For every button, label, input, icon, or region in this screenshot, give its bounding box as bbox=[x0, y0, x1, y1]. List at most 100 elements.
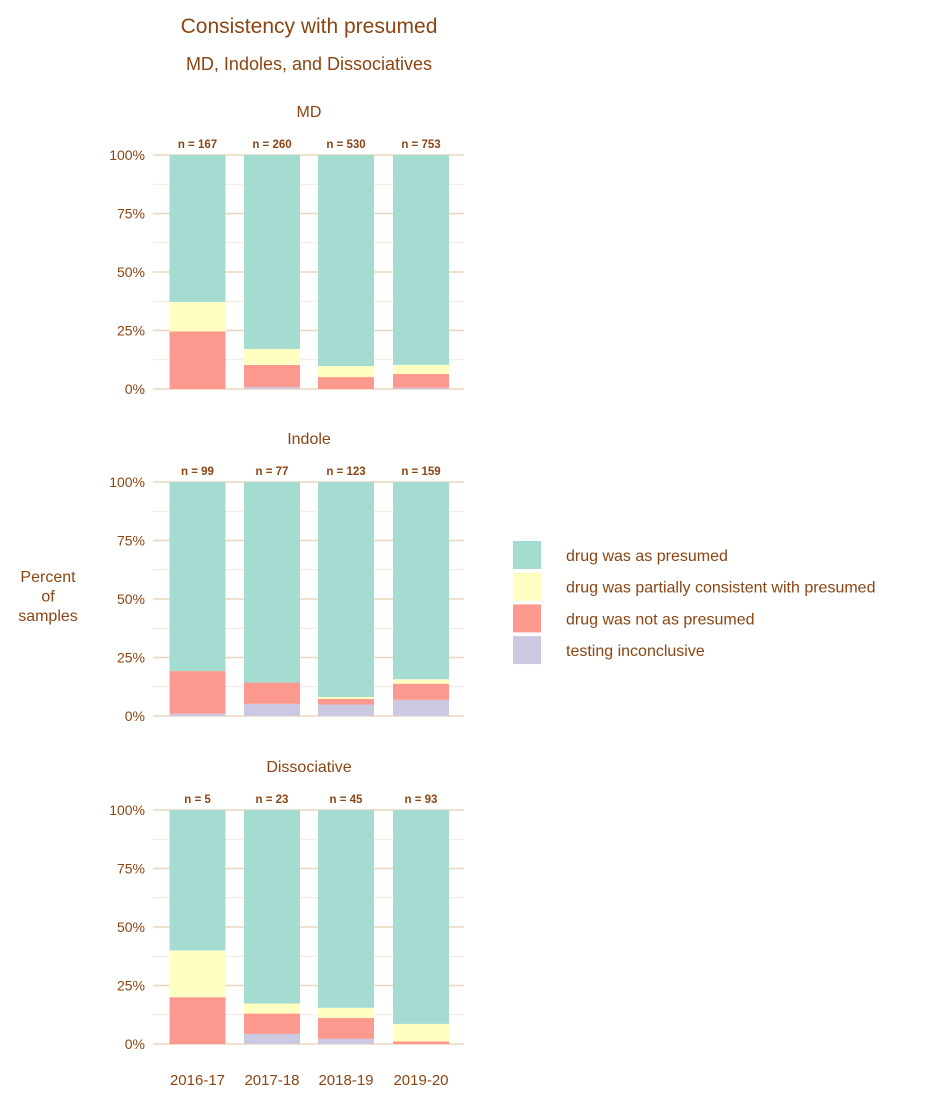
n-label: n = 159 bbox=[401, 466, 440, 478]
legend-swatch bbox=[513, 636, 541, 665]
bar-segment-not bbox=[244, 1013, 300, 1034]
bar-segment-partial bbox=[393, 679, 449, 684]
y-tick-label: 75% bbox=[117, 533, 145, 549]
x-tick-label: 2017-18 bbox=[244, 1072, 299, 1089]
bar-segment-not bbox=[244, 364, 300, 388]
bar-segment-not bbox=[169, 331, 226, 389]
panel-indole: Indole 0% 25% 50% 75% 100% n = 99 n = 77 n = 123… bbox=[109, 431, 464, 724]
bar-segment-not bbox=[244, 682, 300, 704]
bar-segment-partial bbox=[244, 348, 300, 365]
bar-segment-presumed bbox=[169, 810, 226, 951]
bar-segment-presumed bbox=[393, 810, 449, 1024]
bar-segment-inconclusive bbox=[244, 1033, 300, 1044]
n-label: n = 93 bbox=[405, 794, 438, 806]
n-label: n = 99 bbox=[181, 466, 214, 478]
y-tick-label: 100% bbox=[109, 802, 145, 818]
n-label: n = 753 bbox=[401, 139, 440, 151]
y-tick-label: 75% bbox=[117, 861, 145, 877]
y-tick-label: 0% bbox=[125, 1036, 145, 1052]
bar-segment-partial bbox=[169, 301, 226, 332]
n-label: n = 5 bbox=[184, 794, 211, 806]
bar-segment-not bbox=[393, 374, 449, 388]
chart-subtitle: MD, Indoles, and Dissociatives bbox=[186, 54, 432, 74]
legend-label: drug was not as presumed bbox=[566, 611, 755, 628]
y-axis-label-line: of bbox=[41, 589, 55, 606]
bar-segment-not bbox=[169, 671, 226, 714]
y-tick-label: 75% bbox=[117, 206, 145, 222]
n-label: n = 23 bbox=[256, 794, 289, 806]
bar-segment-not bbox=[318, 1018, 374, 1039]
bar-segment-inconclusive bbox=[318, 1038, 374, 1044]
y-tick-label: 50% bbox=[117, 264, 145, 280]
n-label: n = 45 bbox=[330, 794, 364, 806]
y-tick-label: 0% bbox=[125, 381, 145, 397]
bar-segment-presumed bbox=[393, 155, 449, 365]
n-label: n = 167 bbox=[178, 139, 217, 151]
panel-title: Dissociative bbox=[266, 759, 351, 776]
y-tick-label: 25% bbox=[117, 978, 145, 994]
bar-segment-presumed bbox=[318, 482, 374, 698]
y-tick-label: 50% bbox=[117, 591, 145, 607]
bar-segment-inconclusive bbox=[318, 704, 374, 716]
bar-segment-partial bbox=[318, 697, 374, 699]
legend-label: drug was partially consistent with presu… bbox=[566, 580, 875, 597]
bar-segment-presumed bbox=[244, 810, 300, 1004]
y-tick-label: 25% bbox=[117, 323, 145, 339]
bar-segment-not bbox=[318, 377, 374, 389]
x-tick-label: 2016-17 bbox=[170, 1072, 225, 1089]
panel-title: Indole bbox=[287, 431, 331, 448]
bar-segment-inconclusive bbox=[393, 699, 449, 716]
y-tick-label: 100% bbox=[109, 474, 145, 490]
bar-segment-inconclusive bbox=[244, 387, 300, 389]
y-tick-label: 100% bbox=[109, 147, 145, 163]
bar-segment-not bbox=[393, 683, 449, 700]
bar-segment-not bbox=[393, 1041, 449, 1044]
bar-segment-not bbox=[169, 997, 226, 1044]
x-tick-label: 2018-19 bbox=[318, 1072, 373, 1089]
legend-item-inconclusive: testing inconclusive bbox=[513, 636, 705, 665]
n-label: n = 530 bbox=[326, 139, 365, 151]
x-tick-label: 2019-20 bbox=[393, 1072, 448, 1089]
y-axis-label: Percent of samples bbox=[18, 569, 78, 625]
bar-segment-partial bbox=[318, 1007, 374, 1019]
y-tick-label: 50% bbox=[117, 919, 145, 935]
y-tick-label: 0% bbox=[125, 708, 145, 724]
n-label: n = 77 bbox=[256, 466, 289, 478]
bar-segment-inconclusive bbox=[169, 713, 226, 716]
bar-segment-presumed bbox=[393, 482, 449, 680]
panel-dissociative: Dissociative 0% 25% 50% 75% 100% n = 5 n = 23 n … bbox=[109, 759, 464, 1052]
bar-segment-presumed bbox=[318, 155, 374, 367]
bar-segment-partial bbox=[244, 1003, 300, 1014]
n-label: n = 123 bbox=[326, 466, 365, 478]
legend-label: drug was as presumed bbox=[566, 548, 728, 565]
legend-item-not: drug was not as presumed bbox=[513, 604, 755, 633]
legend-swatch bbox=[513, 572, 541, 601]
y-axis-label-line: samples bbox=[18, 608, 78, 625]
bar-segment-presumed bbox=[244, 155, 300, 349]
bar-segment-presumed bbox=[169, 155, 226, 302]
bar-segment-inconclusive bbox=[393, 387, 449, 389]
y-tick-label: 25% bbox=[117, 650, 145, 666]
legend-swatch bbox=[513, 604, 541, 633]
bar-segment-partial bbox=[318, 366, 374, 378]
bar-segment-inconclusive bbox=[244, 703, 300, 716]
bar-segment-partial bbox=[393, 364, 449, 375]
bar-segment-not bbox=[318, 698, 374, 705]
y-axis-label-line: Percent bbox=[20, 569, 76, 586]
panel-title: MD bbox=[297, 104, 322, 121]
chart-title: Consistency with presumed bbox=[181, 15, 438, 38]
n-label: n = 260 bbox=[252, 139, 291, 151]
legend-label: testing inconclusive bbox=[566, 643, 705, 660]
bar-segment-partial bbox=[169, 950, 226, 998]
legend-item-partial: drug was partially consistent with presu… bbox=[513, 572, 875, 601]
legend: drug was as presumed drug was partially c… bbox=[513, 541, 875, 665]
panel-md: MD 0% 25% 50% 75% 100% n = 167 n = 260 n = 530 n … bbox=[109, 104, 464, 397]
legend-item-presumed: drug was as presumed bbox=[513, 541, 728, 569]
bar-segment-presumed bbox=[169, 482, 226, 672]
bar-segment-presumed bbox=[244, 482, 300, 683]
bar-segment-presumed bbox=[318, 810, 374, 1008]
bar-segment-partial bbox=[393, 1023, 449, 1042]
legend-swatch bbox=[513, 541, 541, 569]
